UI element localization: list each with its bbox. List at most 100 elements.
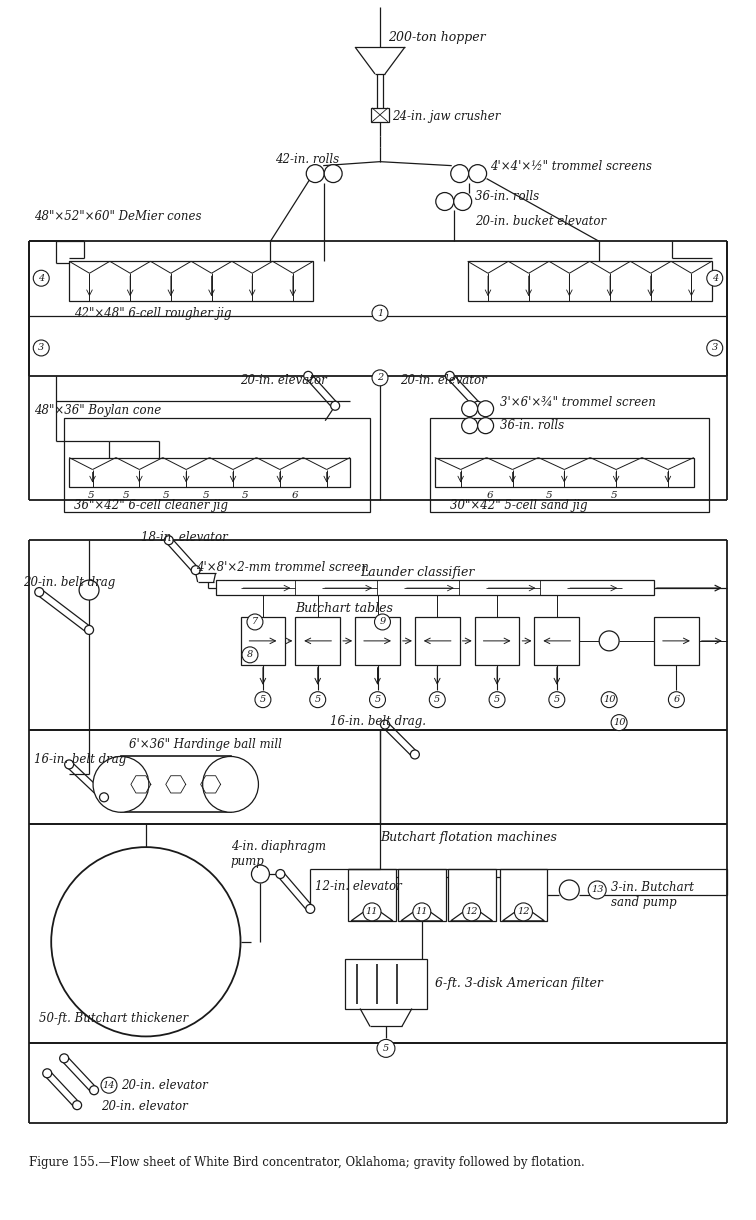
- Circle shape: [559, 880, 579, 900]
- Text: Butchart flotation machines: Butchart flotation machines: [380, 831, 557, 844]
- Circle shape: [252, 865, 269, 883]
- Bar: [430, 417, 709, 512]
- Text: 5: 5: [242, 490, 249, 500]
- Circle shape: [51, 847, 240, 1037]
- Text: 11: 11: [416, 908, 428, 916]
- Circle shape: [454, 193, 472, 211]
- Bar: [345, 959, 427, 1009]
- Circle shape: [600, 631, 619, 650]
- Text: 16-in. belt drag: 16-in. belt drag: [34, 753, 126, 766]
- Polygon shape: [451, 906, 493, 921]
- Bar: [415, 617, 460, 665]
- Text: 20-in. elevator: 20-in. elevator: [240, 375, 327, 387]
- Text: 12: 12: [517, 908, 530, 916]
- Bar: [69, 458, 350, 488]
- Text: 5: 5: [88, 490, 94, 500]
- Circle shape: [549, 692, 565, 708]
- Bar: [500, 869, 547, 921]
- Circle shape: [79, 581, 99, 600]
- Bar: [121, 756, 231, 813]
- Text: 20-in. belt drag: 20-in. belt drag: [23, 576, 116, 588]
- Text: 13: 13: [591, 886, 603, 894]
- Text: 6: 6: [674, 695, 680, 704]
- Text: 16-in. belt drag.: 16-in. belt drag.: [330, 715, 426, 728]
- Circle shape: [588, 881, 606, 899]
- Bar: [475, 617, 519, 665]
- Bar: [348, 869, 396, 921]
- Circle shape: [370, 692, 386, 708]
- Text: 4-in. diaphragm
pump: 4-in. diaphragm pump: [231, 841, 326, 869]
- Text: 5: 5: [314, 695, 321, 704]
- Circle shape: [451, 165, 469, 183]
- Text: 36"×42" 6-cell cleaner jig: 36"×42" 6-cell cleaner jig: [74, 499, 228, 512]
- Circle shape: [372, 370, 388, 386]
- Text: 14: 14: [103, 1081, 115, 1089]
- Circle shape: [601, 692, 617, 708]
- Polygon shape: [503, 906, 544, 921]
- Circle shape: [330, 401, 339, 410]
- Circle shape: [255, 692, 271, 708]
- Text: 20-in. elevator: 20-in. elevator: [121, 1078, 208, 1092]
- Text: 200-ton hopper: 200-ton hopper: [388, 30, 485, 44]
- Text: 12: 12: [466, 908, 478, 916]
- Text: 18-in. elevator: 18-in. elevator: [141, 531, 228, 544]
- Text: 3: 3: [38, 344, 45, 353]
- Text: 20-in. elevator: 20-in. elevator: [400, 375, 487, 387]
- Circle shape: [65, 760, 73, 769]
- Text: 24-in. jaw crusher: 24-in. jaw crusher: [392, 110, 500, 123]
- Bar: [69, 261, 313, 301]
- Text: 6-ft. 3-disk American filter: 6-ft. 3-disk American filter: [435, 977, 603, 991]
- Circle shape: [43, 1069, 51, 1077]
- Bar: [371, 107, 389, 122]
- Circle shape: [363, 903, 381, 921]
- Bar: [534, 617, 579, 665]
- Circle shape: [85, 626, 94, 634]
- Bar: [435, 458, 694, 488]
- Circle shape: [100, 793, 109, 802]
- Circle shape: [33, 340, 49, 356]
- Bar: [240, 617, 285, 665]
- Text: 5: 5: [163, 490, 169, 500]
- Text: 5: 5: [203, 490, 209, 500]
- Circle shape: [93, 756, 149, 813]
- Text: 4: 4: [38, 273, 45, 283]
- Circle shape: [310, 692, 326, 708]
- Text: 11: 11: [366, 908, 378, 916]
- Bar: [654, 617, 699, 665]
- Text: 20-in. elevator: 20-in. elevator: [101, 1099, 187, 1113]
- Text: 4'×4'×½" trommel screens: 4'×4'×½" trommel screens: [490, 160, 652, 173]
- Circle shape: [462, 417, 478, 433]
- Bar: [215, 581, 654, 595]
- Circle shape: [324, 165, 342, 183]
- Circle shape: [101, 1077, 117, 1093]
- Text: 5: 5: [374, 695, 380, 704]
- Text: 10: 10: [603, 695, 615, 704]
- Circle shape: [60, 1054, 69, 1063]
- Text: 8: 8: [247, 650, 253, 659]
- Text: 50-ft. Butchart thickener: 50-ft. Butchart thickener: [39, 1013, 188, 1025]
- Circle shape: [374, 614, 390, 630]
- Circle shape: [473, 401, 482, 410]
- Circle shape: [372, 305, 388, 321]
- Circle shape: [445, 371, 454, 381]
- Circle shape: [515, 903, 532, 921]
- Text: 9: 9: [380, 617, 386, 626]
- Text: 4: 4: [711, 273, 718, 283]
- Circle shape: [429, 692, 445, 708]
- Circle shape: [489, 692, 505, 708]
- Circle shape: [469, 165, 487, 183]
- Text: 6: 6: [486, 490, 493, 500]
- Circle shape: [377, 1039, 395, 1058]
- Circle shape: [413, 903, 431, 921]
- Text: 3'×6'×¾" trommel screen: 3'×6'×¾" trommel screen: [500, 396, 655, 409]
- Circle shape: [276, 870, 285, 878]
- Circle shape: [463, 903, 481, 921]
- Text: 36-in. rolls: 36-in. rolls: [475, 190, 539, 203]
- Circle shape: [611, 715, 627, 731]
- Circle shape: [478, 417, 494, 433]
- Text: 42"×48" 6-cell rougher jig: 42"×48" 6-cell rougher jig: [74, 306, 231, 320]
- Text: 3: 3: [711, 344, 718, 353]
- Polygon shape: [351, 906, 393, 921]
- Text: 5: 5: [553, 695, 560, 704]
- Text: 4'×8'×2-mm trommel screen: 4'×8'×2-mm trommel screen: [196, 561, 368, 573]
